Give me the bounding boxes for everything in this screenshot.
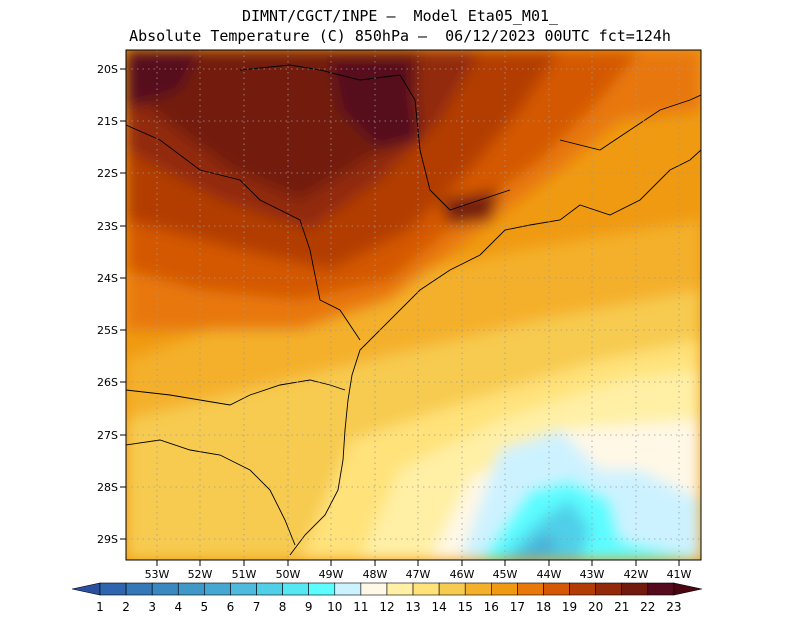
colorbar-label: 18 <box>536 600 551 614</box>
lat-label: 23S <box>97 220 118 233</box>
lat-label: 27S <box>97 429 118 442</box>
chart-title-line1: DIMNT/CGCT/INPE — Model Eta05_M01_ <box>241 7 559 25</box>
lon-label: 44W <box>537 568 562 581</box>
lat-label: 26S <box>97 376 118 389</box>
lon-label: 53W <box>145 568 170 581</box>
colorbar-label: 9 <box>305 600 313 614</box>
lat-label: 28S <box>97 481 118 494</box>
colorbar-swatch <box>99 582 127 596</box>
lon-label: 42W <box>624 568 649 581</box>
lat-label: 20S <box>97 63 118 76</box>
colorbar-swatch <box>491 582 518 596</box>
colorbar-arrow-low <box>71 582 101 596</box>
state-border-4 <box>239 64 511 211</box>
colorbar-swatch <box>543 582 570 596</box>
colorbar-swatch <box>464 582 492 596</box>
lat-labels: 20S 21S 22S 23S 24S 25S 26S 27S 28S 29S <box>97 63 118 546</box>
colorbar-swatch <box>282 582 309 596</box>
map-grid <box>126 50 701 560</box>
colorbar-swatch <box>569 582 596 596</box>
colorbar-label: 4 <box>174 600 182 614</box>
colorbar-swatch <box>360 582 388 596</box>
lon-label: 51W <box>232 568 257 581</box>
colorbar-label: 23 <box>666 600 681 614</box>
colorbar-label: 1 <box>96 600 104 614</box>
lat-label: 25S <box>97 324 118 337</box>
state-border-5 <box>559 94 701 151</box>
colorbar-swatch <box>517 582 544 596</box>
colorbar-label: 3 <box>148 600 156 614</box>
colorbar-label: 16 <box>484 600 499 614</box>
colorbar-swatch <box>177 582 205 596</box>
lon-label: 46W <box>450 568 475 581</box>
colorbar-swatch <box>647 582 675 596</box>
colorbar-swatch <box>151 582 179 596</box>
state-border-2 <box>126 379 346 406</box>
colorbar-label: 13 <box>405 600 420 614</box>
colorbar-label: 5 <box>201 600 209 614</box>
colorbar-label: 12 <box>379 600 394 614</box>
colorbar-swatch <box>204 582 231 596</box>
colorbar-swatch <box>230 582 257 596</box>
colorbar-label: 7 <box>253 600 261 614</box>
colorbar-label: 6 <box>227 600 235 614</box>
colorbar-label: 21 <box>614 600 629 614</box>
temperature-field <box>126 50 701 560</box>
coastline <box>289 149 701 556</box>
plot-frame <box>125 49 702 561</box>
lat-label: 29S <box>97 533 118 546</box>
colorbar-label: 10 <box>327 600 342 614</box>
lon-label: 45W <box>493 568 518 581</box>
chart-title-line2: Absolute Temperature (C) 850hPa — 06/12/… <box>129 27 671 45</box>
axis-ticks <box>120 68 680 566</box>
lon-label: 48W <box>363 568 388 581</box>
lat-label: 24S <box>97 272 118 285</box>
colorbar-arrow-high <box>673 582 702 596</box>
state-border-3 <box>126 439 296 546</box>
lon-label: 47W <box>406 568 431 581</box>
lat-label: 22S <box>97 167 118 180</box>
colorbar-swatch <box>621 582 649 596</box>
colorbar-label: 17 <box>510 600 525 614</box>
colorbar-swatch <box>256 582 283 596</box>
colorbar-label: 8 <box>279 600 287 614</box>
colorbar-label: 14 <box>431 600 446 614</box>
colorbar-swatch <box>595 582 623 596</box>
lon-label: 52W <box>188 568 213 581</box>
state-border-1 <box>126 124 361 341</box>
colorbar-label: 15 <box>458 600 473 614</box>
lon-label: 49W <box>319 568 344 581</box>
colorbar-swatch <box>438 582 466 596</box>
colorbar-label: 22 <box>640 600 655 614</box>
colorbar-swatch <box>412 582 440 596</box>
colorbar-label: 20 <box>588 600 603 614</box>
colorbar-label: 19 <box>562 600 577 614</box>
colorbar-swatch <box>125 582 153 596</box>
lon-label: 43W <box>580 568 605 581</box>
lon-label: 50W <box>276 568 301 581</box>
colorbar-swatch <box>386 582 414 596</box>
colorbar-label: 11 <box>353 600 368 614</box>
lon-label: 41W <box>667 568 692 581</box>
map-borders <box>126 64 701 556</box>
colorbar-swatch <box>308 582 336 596</box>
lon-labels: 53W 52W 51W 50W 49W 48W 47W 46W 45W 44W … <box>145 568 692 581</box>
colorbar-swatch <box>334 582 362 596</box>
colorbar-label: 2 <box>122 600 130 614</box>
colorbar: 1 2 3 4 5 6 7 8 9 10 11 12 13 14 15 16 17 18 19 20 21 22 23 <box>71 582 702 614</box>
lat-label: 21S <box>97 115 118 128</box>
